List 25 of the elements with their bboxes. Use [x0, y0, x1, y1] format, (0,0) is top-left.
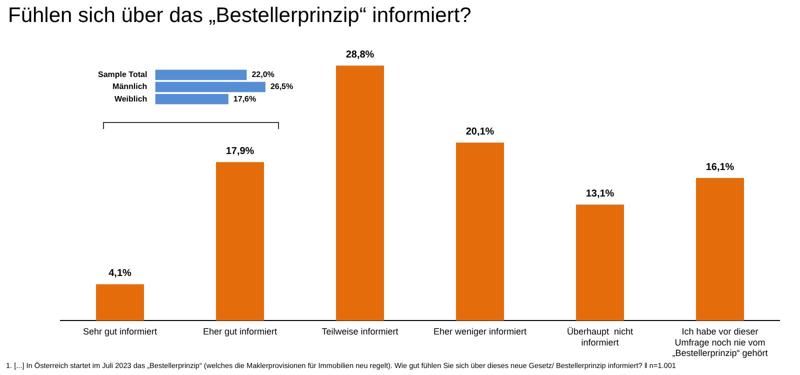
data-label: 17,9% [226, 146, 254, 157]
bar [336, 66, 384, 321]
x-tick-label: Eher weniger informiert [433, 326, 528, 336]
data-label: 20,1% [466, 126, 494, 138]
data-label: 28,8% [346, 49, 374, 60]
x-tick-label: Eher gut informiert [202, 326, 278, 336]
y-tick-label: Sample Total [98, 70, 148, 80]
x-tick-label: Sehr gut informiert [82, 326, 158, 336]
x-tick-label: Überhaupt nicht informiert [566, 326, 634, 348]
bar [216, 162, 264, 321]
x-tick-label: Teilweise informiert [322, 326, 399, 336]
data-label: 4,1% [108, 268, 132, 280]
data-label: 13,1% [586, 188, 614, 200]
x-tick-label: Ich habe vor dieser Umfrage noch nie vom „Bestellerprinzip“ gehört [672, 326, 768, 358]
chart-title: Fühlen sich über das „Bestellerprinzip“ informiert? [8, 4, 472, 28]
bar [576, 204, 624, 321]
data-label: 17,6% [233, 94, 256, 104]
bar [696, 178, 744, 321]
data-label: 16,1% [706, 162, 734, 173]
bar [96, 284, 144, 321]
data-label: 26,5% [270, 82, 294, 92]
bar [456, 142, 504, 321]
y-tick-label: Männlich [112, 82, 148, 92]
data-label: 22,0% [252, 70, 274, 80]
y-tick-label: Weiblich [114, 94, 148, 104]
